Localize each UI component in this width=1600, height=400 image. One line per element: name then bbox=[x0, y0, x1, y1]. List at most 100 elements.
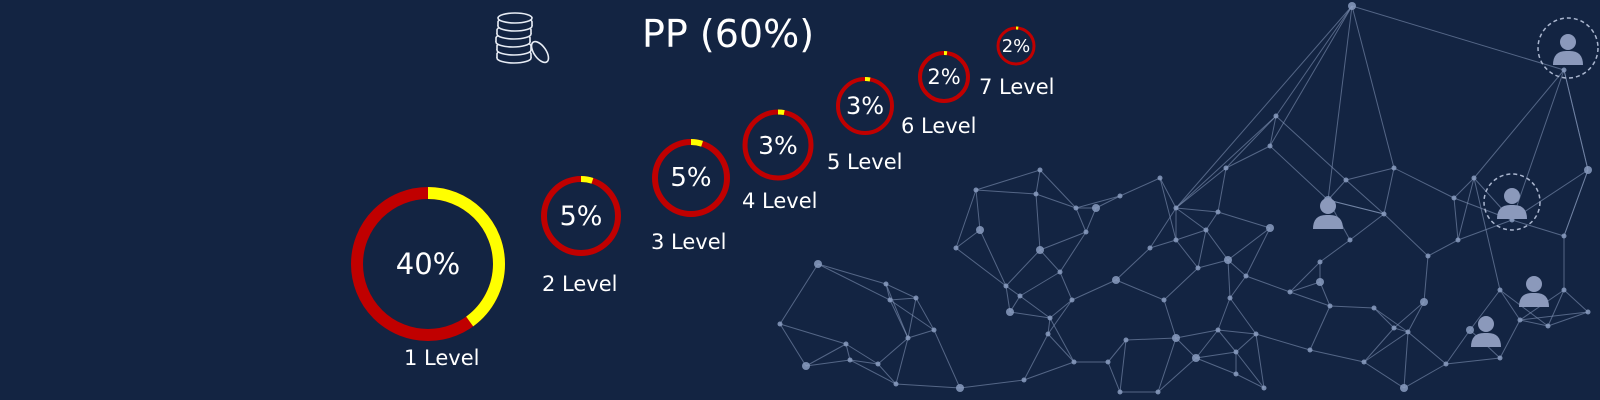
ring-percent-label: 2% bbox=[927, 65, 961, 89]
network-edge bbox=[1563, 169, 1589, 237]
network-edge bbox=[1019, 295, 1051, 319]
network-edge bbox=[1049, 299, 1073, 319]
network-edge bbox=[1289, 261, 1321, 293]
network-edge bbox=[1255, 333, 1311, 351]
network-node bbox=[973, 187, 979, 193]
network-node bbox=[1307, 347, 1313, 353]
network-edge bbox=[805, 359, 851, 367]
network-edge bbox=[1499, 319, 1521, 359]
network-edge bbox=[849, 359, 897, 385]
network-edge bbox=[907, 329, 935, 339]
network-edge bbox=[1217, 167, 1227, 213]
network-edge bbox=[1163, 267, 1199, 301]
network-node bbox=[1253, 331, 1259, 337]
network-edge bbox=[1115, 247, 1151, 281]
network-edge bbox=[1149, 239, 1177, 249]
network-node bbox=[1348, 2, 1356, 10]
network-edge bbox=[1453, 197, 1459, 241]
network-edge bbox=[1049, 317, 1075, 363]
network-node bbox=[1227, 295, 1233, 301]
level-ring-1: 40% bbox=[345, 181, 511, 347]
network-node bbox=[1451, 195, 1457, 201]
network-edge bbox=[975, 189, 1037, 195]
coin-stack-icon bbox=[488, 6, 558, 68]
network-edge bbox=[1035, 193, 1041, 251]
network-edge bbox=[1195, 329, 1219, 359]
network-edge bbox=[1403, 363, 1447, 389]
network-node bbox=[1083, 229, 1089, 235]
network-node bbox=[1117, 193, 1123, 199]
network-node bbox=[883, 281, 889, 287]
network-edge bbox=[1457, 219, 1513, 241]
network-edge bbox=[1547, 311, 1589, 327]
network-edge bbox=[955, 247, 1007, 287]
network-edge bbox=[1023, 333, 1049, 381]
network-edge bbox=[1047, 333, 1075, 363]
network-node bbox=[913, 295, 919, 301]
level-label-6: 6 Level bbox=[901, 114, 977, 138]
network-edge bbox=[1159, 177, 1177, 209]
network-node bbox=[1471, 175, 1477, 181]
network-edge bbox=[1107, 361, 1121, 393]
ring-percent-label: 5% bbox=[559, 200, 603, 232]
ring-progress-arc bbox=[996, 26, 1036, 66]
network-edge bbox=[1351, 5, 1395, 169]
network-edge bbox=[1125, 337, 1177, 341]
network-node bbox=[1157, 175, 1163, 181]
network-edge bbox=[1407, 331, 1447, 365]
network-edge bbox=[1197, 229, 1207, 269]
network-node bbox=[1003, 283, 1009, 289]
level-label-3: 3 Level bbox=[651, 230, 727, 254]
network-node bbox=[1021, 377, 1027, 383]
level-ring-7: 2% bbox=[995, 25, 1037, 67]
network-edge bbox=[1563, 289, 1589, 313]
network-node bbox=[1420, 298, 1428, 306]
network-node bbox=[1037, 167, 1043, 173]
network-edge bbox=[1157, 337, 1177, 393]
network-edge bbox=[1019, 271, 1061, 297]
network-edge bbox=[1269, 145, 1329, 201]
network-node bbox=[1316, 278, 1324, 286]
network-node bbox=[1425, 253, 1431, 259]
network-edge bbox=[1149, 207, 1177, 249]
network-node bbox=[1243, 273, 1249, 279]
network-edge bbox=[1351, 5, 1565, 71]
network-edge bbox=[1023, 361, 1075, 381]
network-edge bbox=[1195, 357, 1237, 375]
network-node bbox=[1017, 293, 1023, 299]
network-edge bbox=[1227, 259, 1231, 299]
network-edge bbox=[1119, 339, 1127, 393]
network-node bbox=[1443, 361, 1449, 367]
network-node bbox=[1391, 325, 1397, 331]
network-edge bbox=[1383, 213, 1429, 257]
network-edge bbox=[1227, 259, 1247, 277]
level-ring-6: 2% bbox=[916, 49, 972, 105]
network-node bbox=[1147, 245, 1153, 251]
network-node bbox=[931, 327, 937, 333]
network-edge bbox=[1275, 115, 1347, 181]
network-edge bbox=[1453, 177, 1475, 199]
level-label-1: 1 Level bbox=[404, 346, 480, 370]
network-edge bbox=[1085, 207, 1097, 233]
network-node bbox=[1561, 67, 1567, 73]
network-edge bbox=[1245, 275, 1291, 293]
network-edge bbox=[975, 169, 1041, 191]
network-node bbox=[1347, 237, 1353, 243]
network-edge bbox=[1059, 231, 1087, 273]
network-edge bbox=[1445, 329, 1471, 365]
network-edge bbox=[1427, 239, 1459, 257]
network-edge bbox=[1217, 211, 1271, 229]
page-title: PP (60%) bbox=[642, 12, 815, 56]
network-node bbox=[1192, 354, 1200, 362]
network-edge bbox=[1327, 199, 1385, 215]
network-edge bbox=[1363, 327, 1395, 363]
network-edge bbox=[1363, 361, 1405, 389]
network-node bbox=[1405, 329, 1411, 335]
network-edge bbox=[959, 379, 1025, 389]
network-edge bbox=[885, 283, 909, 339]
ring-progress-arc bbox=[652, 139, 730, 217]
network-node bbox=[1105, 359, 1111, 365]
network-node bbox=[893, 381, 899, 387]
network-node bbox=[1327, 303, 1333, 309]
network-node bbox=[843, 341, 849, 347]
